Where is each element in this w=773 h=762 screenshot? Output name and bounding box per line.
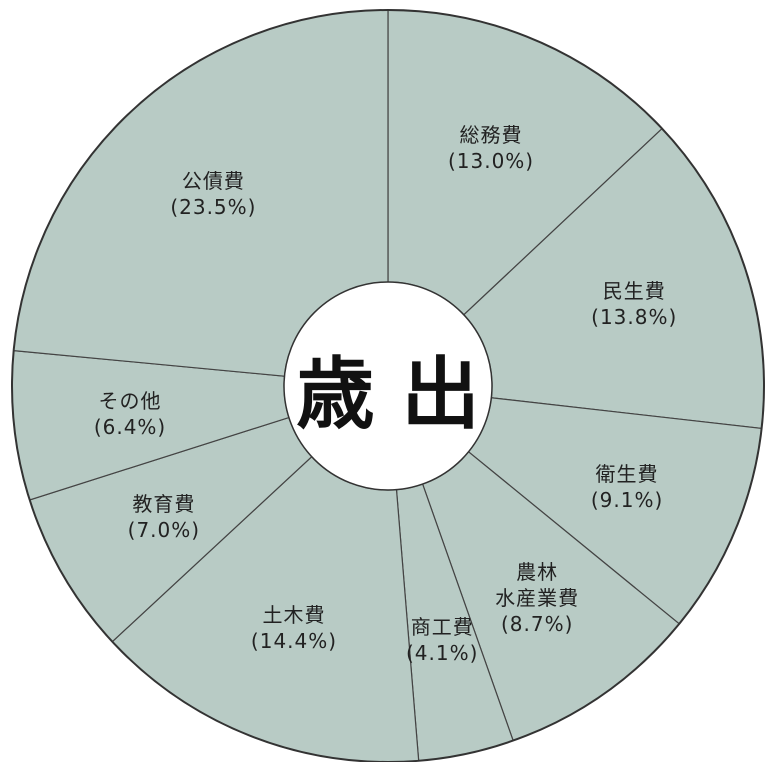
slice-label: 衛生費(9.1%) (591, 461, 663, 513)
category-label: 教育費 (128, 491, 200, 517)
value-label: (9.1%) (591, 487, 663, 513)
category-label: 公債費 (170, 168, 256, 194)
category-label: 総務費 (448, 122, 534, 148)
slice-label: 民生費(13.8%) (591, 278, 677, 330)
chart: 歳 出 総務費(13.0%)民生費(13.8%)衛生費(9.1%)農林 水産業費… (0, 0, 773, 762)
value-label: (13.8%) (591, 304, 677, 330)
slice-label: 教育費(7.0%) (128, 491, 200, 543)
slice-label: 公債費(23.5%) (170, 168, 256, 220)
value-label: (6.4%) (94, 414, 166, 440)
category-label: 商工費 (406, 614, 478, 640)
slice-label: 土木費(14.4%) (251, 602, 337, 654)
slice-label: 商工費(4.1%) (406, 614, 478, 666)
category-label: 農林 水産業費 (495, 559, 579, 611)
center-label: 歳 出 (296, 332, 479, 444)
category-label: その他 (94, 388, 166, 414)
slice-label: 農林 水産業費(8.7%) (495, 559, 579, 637)
category-label: 衛生費 (591, 461, 663, 487)
value-label: (4.1%) (406, 640, 478, 666)
category-label: 民生費 (591, 278, 677, 304)
value-label: (7.0%) (128, 517, 200, 543)
slice-label: 総務費(13.0%) (448, 122, 534, 174)
category-label: 土木費 (251, 602, 337, 628)
value-label: (8.7%) (495, 611, 579, 637)
value-label: (23.5%) (170, 194, 256, 220)
value-label: (14.4%) (251, 628, 337, 654)
value-label: (13.0%) (448, 148, 534, 174)
slice-label: その他(6.4%) (94, 388, 166, 440)
